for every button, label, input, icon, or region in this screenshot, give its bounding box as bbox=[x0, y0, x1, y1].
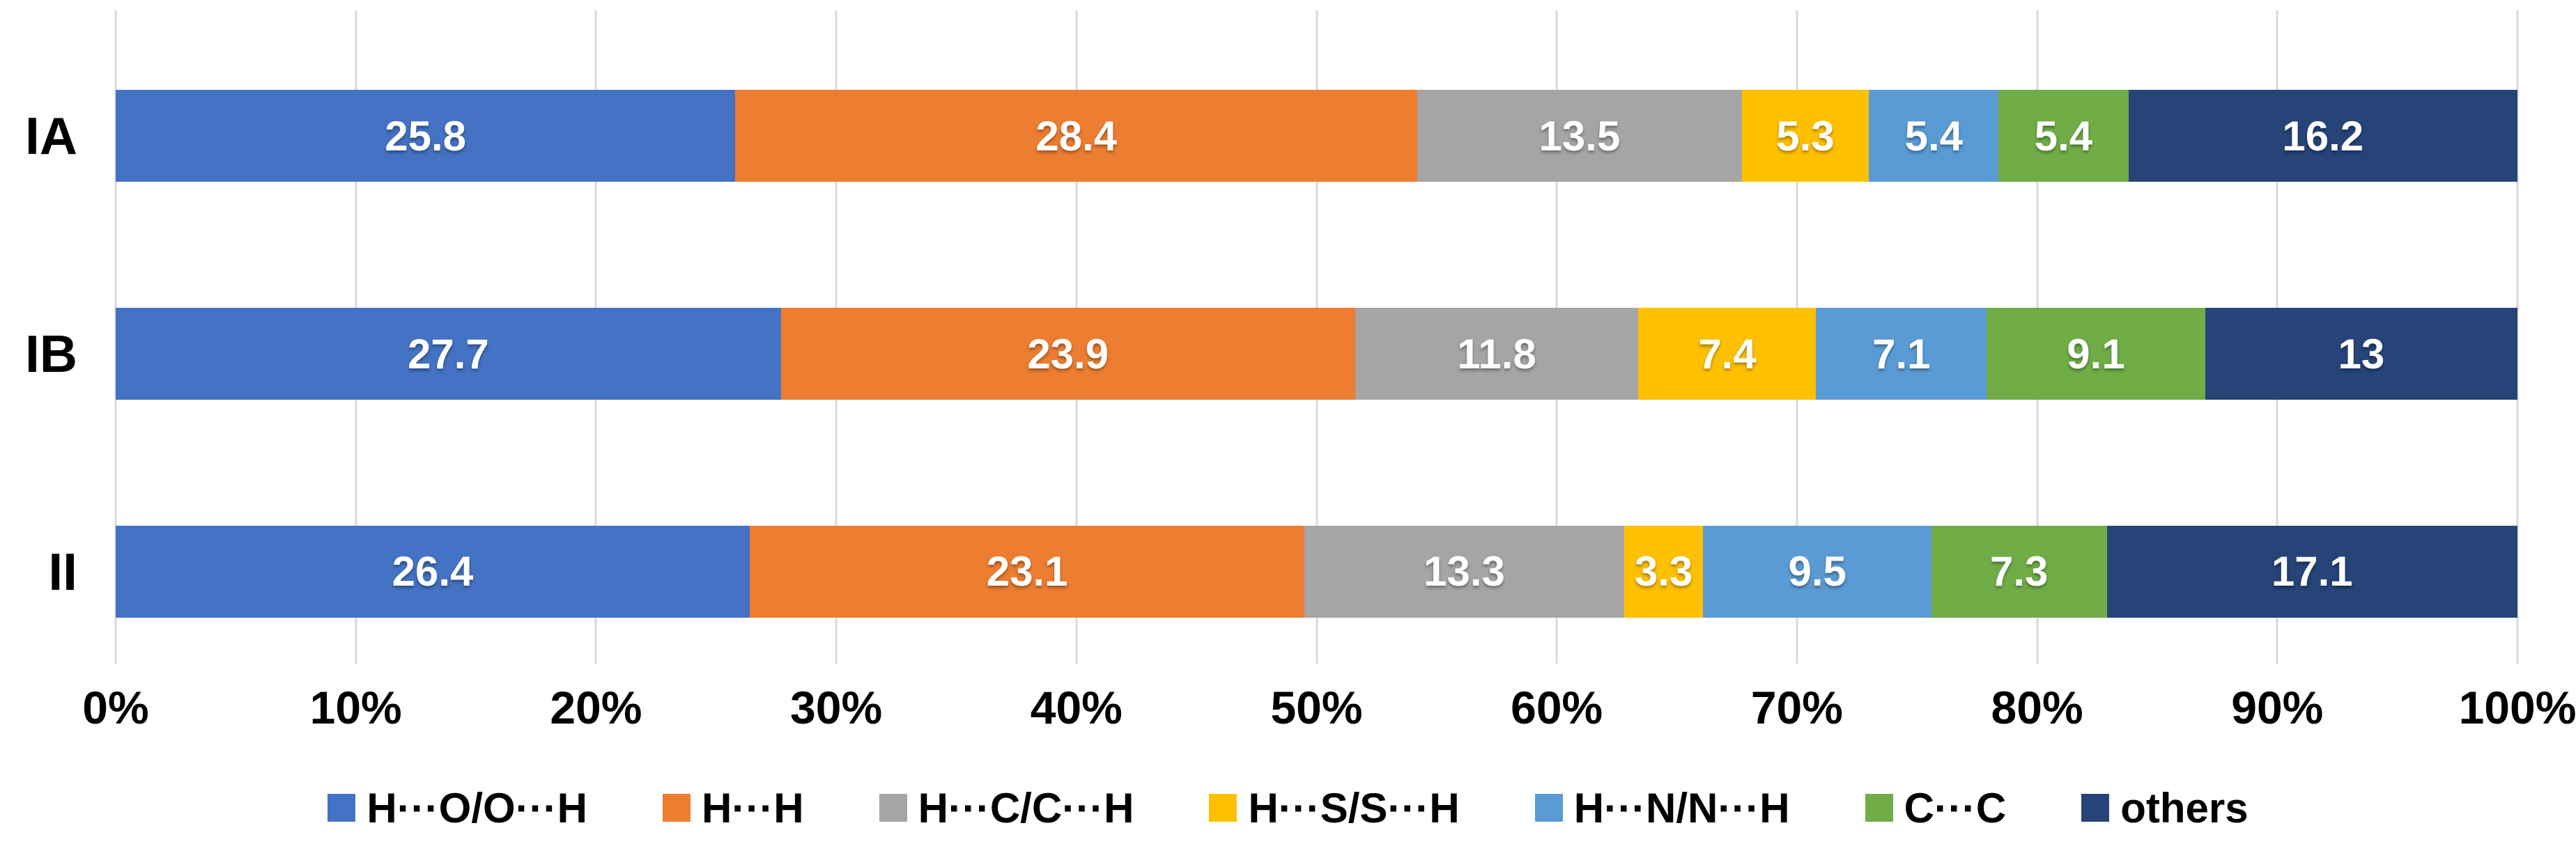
bar-segment: 16.2 bbox=[2128, 90, 2517, 182]
segment-value-label: 25.8 bbox=[385, 112, 467, 159]
segment-value-label: 26.4 bbox=[392, 548, 474, 595]
bar-segment: 7.3 bbox=[1931, 525, 2107, 618]
legend-item: H···H bbox=[662, 784, 804, 832]
legend-marker-icon bbox=[1209, 794, 1237, 822]
bar-row-IA: IA 25.8 28.4 13.5 5.3 5.4 5.4 16.2 bbox=[25, 27, 2517, 245]
x-tick-label: 20% bbox=[550, 682, 642, 733]
bar-segment: 17.1 bbox=[2106, 525, 2517, 618]
segment-value-label: 27.7 bbox=[408, 330, 489, 377]
stacked-bar: 27.7 23.9 11.8 7.4 7.1 9.1 13 bbox=[116, 308, 2517, 400]
x-tick-label: 40% bbox=[1030, 682, 1123, 733]
legend-label: others bbox=[2120, 784, 2249, 831]
segment-value-label: 7.4 bbox=[1698, 330, 1757, 377]
x-tick-label: 60% bbox=[1511, 682, 1603, 733]
bar-rows: IA 25.8 28.4 13.5 5.3 5.4 5.4 16.2 IB 27.7 23.9 11.… bbox=[25, 27, 2517, 680]
legend-item: H···S/S···H bbox=[1209, 784, 1460, 832]
bar-segment: 25.8 bbox=[116, 90, 736, 182]
legend: H···O/O···H H···H H···C/C···H H···S/S···H H·… bbox=[0, 774, 2576, 841]
x-tick-label: 90% bbox=[2231, 682, 2324, 733]
legend-item: others bbox=[2081, 784, 2249, 832]
legend-marker-icon bbox=[1865, 794, 1893, 822]
bar-segment: 11.8 bbox=[1355, 308, 1639, 400]
bar-segment: 23.1 bbox=[750, 525, 1305, 618]
gridline bbox=[2516, 10, 2519, 664]
bar-segment: 9.1 bbox=[1987, 308, 2205, 400]
bar-row-II: II 26.4 23.1 13.3 3.3 9.5 7.3 17.1 bbox=[48, 462, 2517, 680]
bar-segment: 3.3 bbox=[1624, 525, 1704, 618]
segment-value-label: 5.3 bbox=[1776, 112, 1835, 159]
segment-value-label: 13 bbox=[2338, 330, 2385, 377]
x-tick-label: 0% bbox=[82, 682, 149, 733]
legend-marker-icon bbox=[879, 794, 907, 822]
segment-value-label: 5.4 bbox=[1904, 112, 1964, 159]
segment-value-label: 23.1 bbox=[986, 548, 1068, 595]
segment-value-label: 13.5 bbox=[1538, 112, 1621, 159]
legend-label: H···N/N···H bbox=[1573, 784, 1790, 831]
x-axis: 0% 10% 20% 30% 40% 50% 60% 70% 80% 90% 100% bbox=[82, 681, 2576, 744]
legend-label: H···H bbox=[701, 784, 804, 831]
bar-segment: 5.3 bbox=[1741, 90, 1869, 182]
segment-value-label: 28.4 bbox=[1035, 112, 1118, 159]
segment-value-label: 17.1 bbox=[2271, 548, 2353, 595]
legend-item: H···N/N···H bbox=[1534, 784, 1790, 832]
legend-label: H···C/C···H bbox=[918, 784, 1134, 831]
bar-segment: 23.9 bbox=[780, 308, 1355, 400]
bar-segment: 26.4 bbox=[116, 525, 750, 618]
bar-segment: 7.1 bbox=[1816, 308, 1987, 400]
bar-segment: 27.7 bbox=[116, 308, 781, 400]
legend-label: C···C bbox=[1904, 784, 2007, 831]
bar-segment: 13.3 bbox=[1304, 525, 1624, 618]
legend-marker-icon bbox=[327, 794, 356, 822]
segment-value-label: 11.8 bbox=[1457, 330, 1536, 377]
bar-segment: 13.5 bbox=[1417, 90, 1742, 182]
category-label: II bbox=[48, 542, 77, 601]
bar-segment: 28.4 bbox=[735, 90, 1418, 182]
legend-item: H···C/C···H bbox=[879, 784, 1134, 832]
x-tick-label: 80% bbox=[1991, 682, 2083, 733]
segment-value-label: 16.2 bbox=[2282, 112, 2364, 159]
category-label: IB bbox=[25, 325, 77, 383]
x-tick-label: 10% bbox=[309, 682, 402, 733]
segment-value-label: 9.5 bbox=[1788, 548, 1846, 595]
segment-value-label: 7.1 bbox=[1872, 330, 1931, 377]
legend-label: H···O/O···H bbox=[367, 784, 587, 831]
segment-value-label: 7.3 bbox=[1989, 548, 2049, 595]
bar-segment: 5.4 bbox=[1998, 90, 2129, 182]
segment-value-label: 23.9 bbox=[1027, 330, 1109, 377]
segment-value-label: 13.3 bbox=[1424, 548, 1505, 595]
x-tick-label: 30% bbox=[790, 682, 883, 733]
segment-value-label: 9.1 bbox=[2067, 330, 2125, 377]
segment-value-label: 3.3 bbox=[1634, 548, 1693, 595]
legend-marker-icon bbox=[1534, 794, 1563, 822]
x-tick-label: 100% bbox=[2458, 682, 2576, 733]
bar-row-IB: IB 27.7 23.9 11.8 7.4 7.1 9.1 13 bbox=[25, 245, 2517, 463]
bar-segment: 5.4 bbox=[1869, 90, 1999, 182]
legend-item: H···O/O···H bbox=[327, 784, 587, 832]
bar-segment: 7.4 bbox=[1638, 308, 1817, 400]
category-label: IA bbox=[25, 107, 77, 166]
x-tick-label: 50% bbox=[1270, 682, 1363, 733]
segment-value-label: 5.4 bbox=[2034, 112, 2093, 159]
legend-label: H···S/S···H bbox=[1248, 784, 1460, 831]
plot-area: IA 25.8 28.4 13.5 5.3 5.4 5.4 16.2 IB 27.7 23.9 11.… bbox=[25, 10, 2519, 664]
bar-segment: 9.5 bbox=[1703, 525, 1931, 618]
bar-segment: 13 bbox=[2205, 308, 2517, 400]
legend-marker-icon bbox=[2081, 794, 2110, 822]
legend-item: C···C bbox=[1865, 784, 2007, 832]
stacked-bar: 25.8 28.4 13.5 5.3 5.4 5.4 16.2 bbox=[116, 90, 2517, 182]
legend-marker-icon bbox=[662, 794, 691, 822]
stacked-bar: 26.4 23.1 13.3 3.3 9.5 7.3 17.1 bbox=[116, 525, 2517, 618]
x-tick-label: 70% bbox=[1750, 682, 1843, 733]
